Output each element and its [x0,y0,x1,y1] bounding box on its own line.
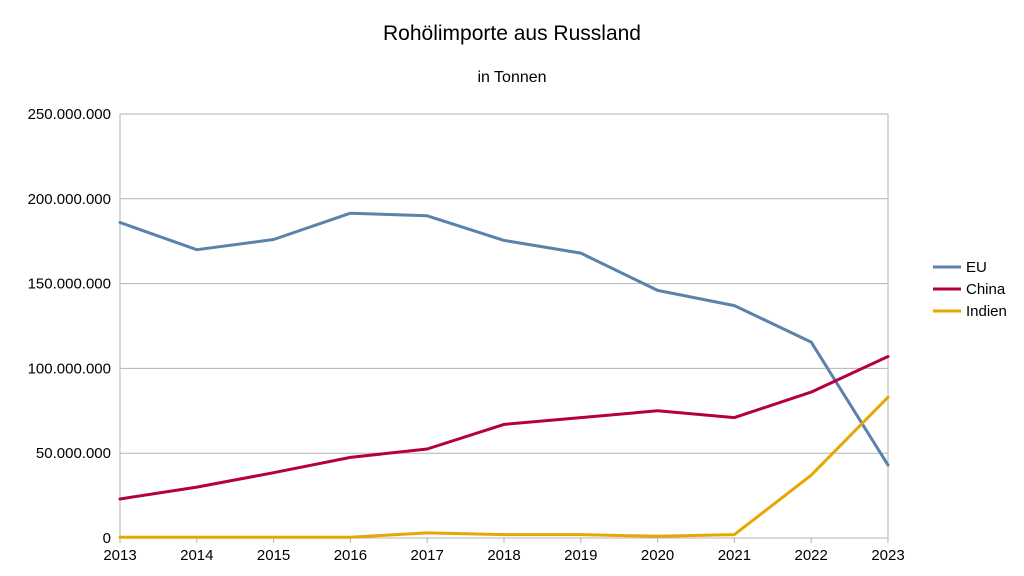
legend-label-eu: EU [966,259,987,276]
series-line-china [118,355,890,501]
y-tick-label: 150.000.000 [28,276,111,293]
x-tick-label: 2020 [641,547,674,564]
x-tick-label: 2022 [795,547,828,564]
chart-subtitle: in Tonnen [477,69,547,86]
y-axis-tick-labels: 0 50.000.000 100.000.000 150.000.000 200.000… [28,106,111,547]
x-tick-label: 2016 [334,547,367,564]
grid-lines [120,113,888,454]
y-tick-label: 100.000.000 [28,360,111,377]
chart-title: Rohölimporte aus Russland [383,22,641,45]
legend: EU China Indien [933,259,1007,320]
y-tick-label: 50.000.000 [36,445,111,462]
x-tick-label: 2013 [103,547,136,564]
legend-label-china: China [966,281,1006,298]
x-tick-label: 2019 [564,547,597,564]
x-tick-label: 2023 [871,547,904,564]
x-axis-tick-labels: 2013 2014 2015 2016 2017 2018 2019 2020 2021 2022… [103,547,904,564]
x-tick-label: 2018 [487,547,520,564]
x-tick-label: 2014 [180,547,213,564]
series-lines [118,211,890,539]
x-tick-label: 2021 [718,547,751,564]
series-line-eu [118,211,890,467]
x-tick-label: 2017 [411,547,444,564]
x-tick-label: 2015 [257,547,290,564]
legend-label-indien: Indien [966,303,1007,320]
series-line-indien [118,395,890,539]
y-tick-label: 250.000.000 [28,106,111,123]
y-tick-label: 0 [103,530,111,547]
y-tick-label: 200.000.000 [28,191,111,208]
